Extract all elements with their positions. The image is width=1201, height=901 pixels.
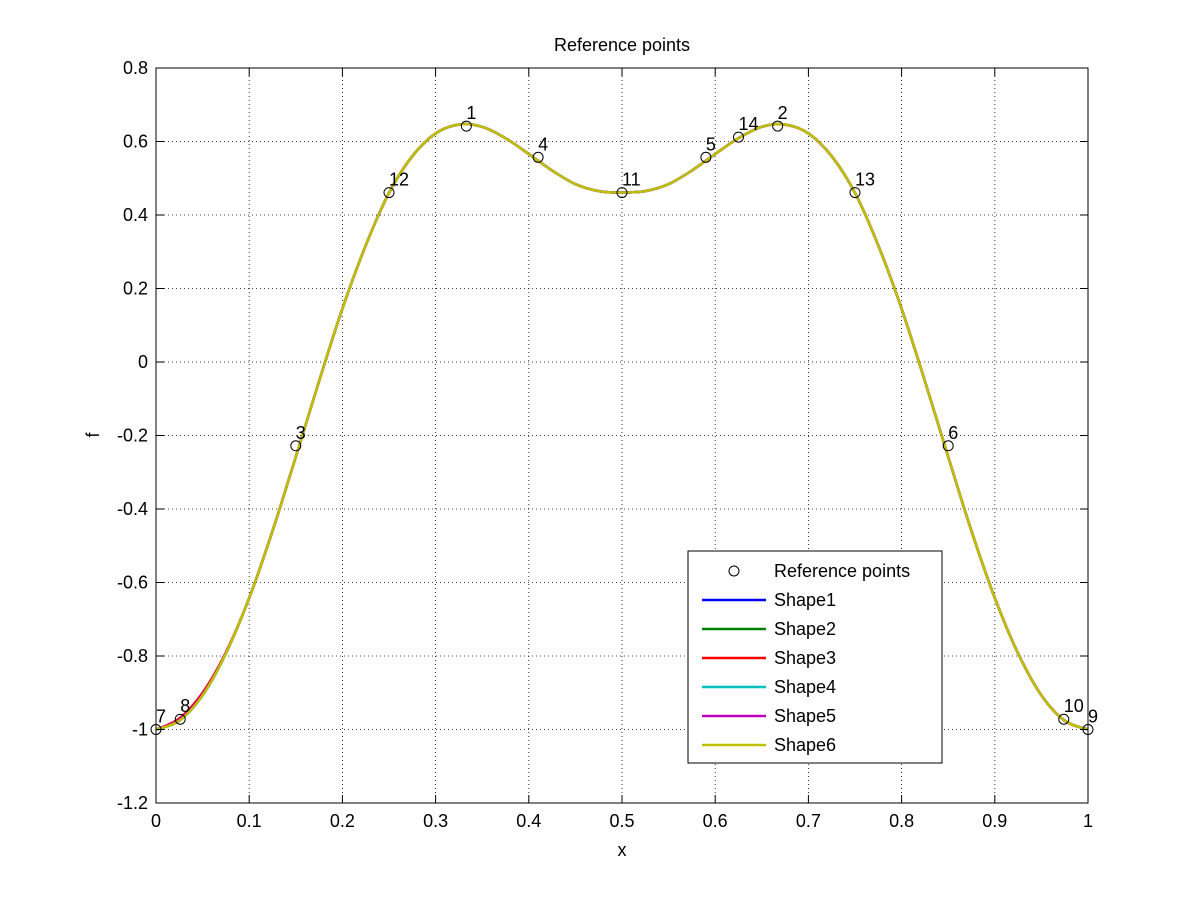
reference-point xyxy=(616,187,628,199)
reference-point-label: 13 xyxy=(855,170,875,190)
x-tick-label: 0.3 xyxy=(423,811,448,831)
x-tick-label: 0 xyxy=(151,811,161,831)
reference-point xyxy=(772,120,784,132)
reference-point-label: 1 xyxy=(466,103,476,123)
y-tick-label: -1 xyxy=(132,720,148,740)
legend-label: Shape3 xyxy=(774,648,836,668)
reference-point xyxy=(700,151,712,163)
x-tick-label: 0.2 xyxy=(330,811,355,831)
reference-point xyxy=(942,440,954,452)
legend-label: Shape5 xyxy=(774,706,836,726)
y-tick-label: -0.2 xyxy=(117,426,148,446)
x-axis-label: x xyxy=(618,840,627,860)
x-tick-label: 0.9 xyxy=(982,811,1007,831)
legend-label: Reference points xyxy=(774,561,910,581)
y-tick-label: -0.6 xyxy=(117,573,148,593)
legend-marker xyxy=(728,565,740,577)
reference-point xyxy=(1058,713,1070,725)
axis-ticks: 0 0.1 0.2 0.3 0.4 0.5 0.6 0.7 0.8 0.9 1 0.8 0.6 0.4 0.… xyxy=(117,58,1093,831)
series-line-shape6 xyxy=(155,122,1089,731)
y-tick-label: -0.4 xyxy=(117,499,148,519)
reference-point-label: 4 xyxy=(538,134,548,154)
chart-title: Reference points xyxy=(554,35,690,55)
reference-point-label: 2 xyxy=(778,103,788,123)
legend-label: Shape1 xyxy=(774,590,836,610)
x-tick-label: 0.5 xyxy=(609,811,634,831)
y-axis-label: f xyxy=(83,432,103,438)
reference-point-label: 5 xyxy=(706,134,716,154)
y-tick-label: 0.8 xyxy=(123,58,148,78)
reference-point-label: 6 xyxy=(948,423,958,443)
reference-point-label: 7 xyxy=(156,707,166,727)
legend-label: Shape4 xyxy=(774,677,836,697)
y-tick-label: 0.6 xyxy=(123,132,148,152)
series-layer xyxy=(155,122,1089,731)
reference-point-label: 11 xyxy=(622,170,641,190)
x-tick-label: 0.1 xyxy=(237,811,262,831)
reference-point-label: 12 xyxy=(389,170,409,190)
reference-point-label: 8 xyxy=(180,696,190,716)
x-tick-label: 0.4 xyxy=(516,811,541,831)
legend-label: Shape2 xyxy=(774,619,836,639)
x-tick-label: 0.7 xyxy=(796,811,821,831)
reference-point xyxy=(383,187,395,199)
y-tick-label: 0.4 xyxy=(123,205,148,225)
reference-point-label: 3 xyxy=(296,423,306,443)
y-tick-label: -1.2 xyxy=(117,793,148,813)
legend-label: Shape6 xyxy=(774,735,836,755)
x-tick-label: 0.6 xyxy=(703,811,728,831)
reference-point xyxy=(290,440,302,452)
reference-point-label: 14 xyxy=(739,114,759,134)
y-tick-label: 0 xyxy=(138,352,148,372)
reference-point xyxy=(532,151,544,163)
y-tick-label: -0.8 xyxy=(117,646,148,666)
reference-point xyxy=(733,131,744,143)
legend: Reference points Shape1 Shape2 Shape3 Shape4… xyxy=(687,550,943,764)
y-tick-label: 0.2 xyxy=(123,279,148,299)
x-tick-label: 0.8 xyxy=(889,811,914,831)
reference-point xyxy=(460,120,472,132)
reference-point-label: 10 xyxy=(1064,696,1084,716)
reference-point xyxy=(174,713,186,725)
reference-point-label: 9 xyxy=(1088,707,1098,727)
reference-point xyxy=(849,187,861,199)
x-tick-label: 1 xyxy=(1083,811,1093,831)
